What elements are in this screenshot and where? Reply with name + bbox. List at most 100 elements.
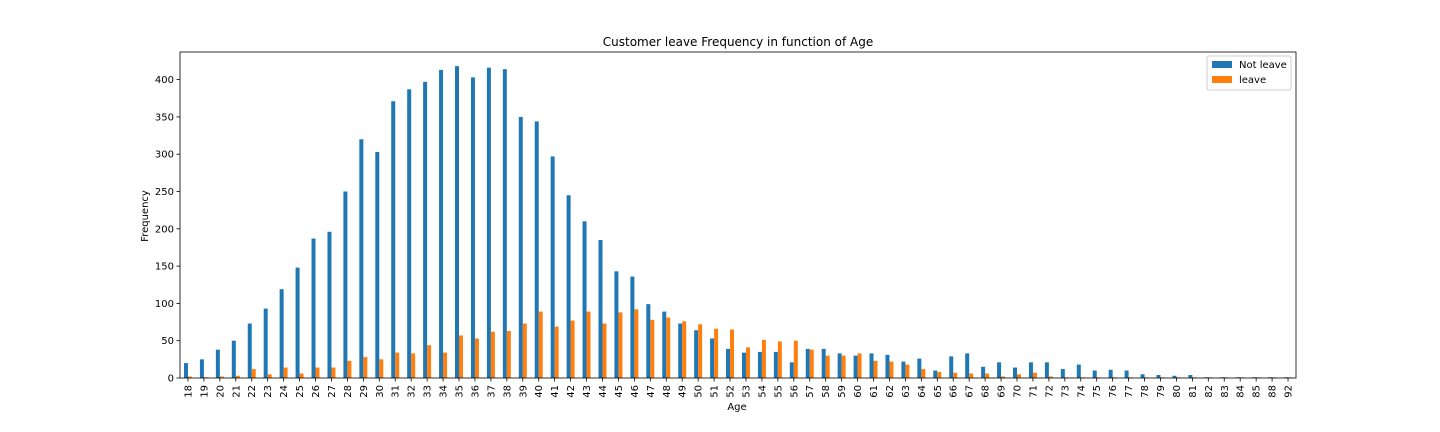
x-tick-label: 26	[311, 385, 322, 398]
bar-not-leave-62	[885, 354, 890, 378]
x-tick-label: 65	[933, 385, 944, 398]
bar-leave-29	[363, 357, 368, 378]
bar-not-leave-42	[566, 195, 571, 378]
x-tick-label: 45	[614, 385, 625, 398]
bar-not-leave-38	[502, 69, 507, 378]
bar-not-leave-70	[1013, 367, 1017, 378]
bar-leave-45	[618, 312, 623, 378]
bar-leave-60	[857, 353, 862, 378]
bar-not-leave-35	[455, 66, 459, 379]
bar-leave-54	[761, 339, 766, 378]
bar-leave-66	[953, 372, 958, 378]
bar-leave-59	[841, 355, 846, 378]
x-tick-label: 43	[582, 385, 593, 398]
bar-not-leave-40	[534, 121, 539, 378]
x-tick-label: 33	[423, 385, 434, 398]
x-tick-label: 62	[885, 385, 896, 398]
legend: Not leave leave	[1206, 55, 1292, 91]
bar-not-leave-59	[837, 353, 842, 378]
bar-not-leave-53	[741, 352, 746, 378]
bar-not-leave-68	[981, 366, 986, 378]
bar-leave-36	[474, 338, 479, 378]
x-tick-label: 32	[407, 385, 418, 398]
x-tick-label: 92	[1284, 385, 1295, 398]
bar-leave-20	[219, 376, 224, 378]
bar-not-leave-27	[327, 231, 332, 378]
x-tick-label: 75	[1092, 385, 1103, 398]
x-tick-label: 68	[981, 385, 992, 398]
x-tick-label: 30	[375, 385, 386, 398]
x-tick-label: 77	[1124, 385, 1135, 398]
bar-not-leave-72	[1044, 362, 1049, 378]
bar-leave-72	[1048, 376, 1053, 378]
bar-not-leave-57	[805, 348, 810, 378]
x-tick-label: 73	[1060, 385, 1071, 398]
bar-leave-37	[490, 331, 495, 378]
bar-leave-56	[793, 340, 798, 378]
x-tick-label: 40	[534, 385, 545, 398]
x-tick-label: 34	[439, 385, 450, 398]
y-axis-title: Frequency	[140, 190, 151, 242]
x-tick-label: 71	[1028, 385, 1039, 398]
x-tick-label: 51	[710, 385, 721, 398]
legend-label-leave: leave	[1239, 75, 1266, 86]
x-tick-label: 25	[295, 385, 306, 398]
bar-not-leave-67	[965, 353, 970, 378]
bar-leave-64	[921, 369, 926, 378]
x-tick-label: 22	[247, 385, 258, 398]
bar-leave-24	[283, 367, 288, 378]
bar-not-leave-28	[343, 191, 348, 378]
bar-not-leave-31	[391, 101, 396, 379]
x-tick-label: 44	[598, 385, 609, 398]
bar-not-leave-73	[1060, 369, 1065, 378]
x-tick-label: 67	[965, 385, 976, 398]
bar-not-leave-44	[598, 239, 603, 378]
legend-swatch-not-leave	[1212, 61, 1232, 68]
x-tick-label: 46	[630, 385, 641, 398]
bar-not-leave-65	[933, 370, 938, 378]
bar-leave-57	[809, 349, 814, 378]
bar-not-leave-79	[1156, 375, 1161, 378]
bar-not-leave-52	[726, 348, 731, 378]
bar-leave-58	[825, 355, 830, 378]
bar-not-leave-20	[215, 349, 220, 378]
bar-not-leave-48	[662, 311, 667, 378]
bar-not-leave-24	[279, 289, 284, 378]
bar-leave-43	[586, 311, 591, 378]
bar-leave-34	[443, 352, 448, 378]
bar-leave-55	[777, 341, 782, 378]
bar-not-leave-66	[949, 356, 954, 378]
x-tick-label: 63	[901, 385, 912, 398]
bar-leave-44	[602, 323, 607, 378]
bar-not-leave-26	[311, 238, 316, 378]
bar-not-leave-22	[247, 323, 252, 378]
bar-not-leave-49	[678, 323, 683, 378]
bar-not-leave-50	[694, 330, 699, 378]
bar-not-leave-69	[997, 362, 1002, 378]
bar-leave-18	[187, 376, 192, 378]
bar-not-leave-71	[1028, 362, 1033, 378]
y-tick-label: 200	[155, 224, 174, 235]
bar-not-leave-32	[407, 89, 412, 379]
x-tick-label: 88	[1268, 385, 1279, 398]
x-tick-label: 38	[502, 385, 513, 398]
bar-not-leave-54	[757, 351, 762, 378]
bar-leave-52	[730, 329, 735, 378]
bar-not-leave-19	[199, 359, 204, 378]
bar-not-leave-63	[901, 361, 906, 378]
bar-not-leave-30	[375, 151, 380, 378]
bar-leave-46	[634, 309, 639, 378]
bar-leave-69	[1001, 376, 1006, 378]
x-tick-label: 72	[1044, 385, 1055, 398]
bar-leave-68	[985, 373, 990, 378]
x-tick-label: 42	[566, 385, 577, 398]
bar-not-leave-77	[1124, 370, 1129, 378]
x-tick-label: 59	[837, 385, 848, 398]
x-tick-label: 18	[183, 385, 194, 398]
chart-title: Customer leave Frequency in function of …	[603, 35, 873, 49]
x-tick-label: 56	[789, 385, 800, 398]
bar-leave-53	[745, 347, 750, 378]
x-tick-label: 85	[1252, 385, 1263, 398]
bar-not-leave-76	[1108, 369, 1113, 378]
